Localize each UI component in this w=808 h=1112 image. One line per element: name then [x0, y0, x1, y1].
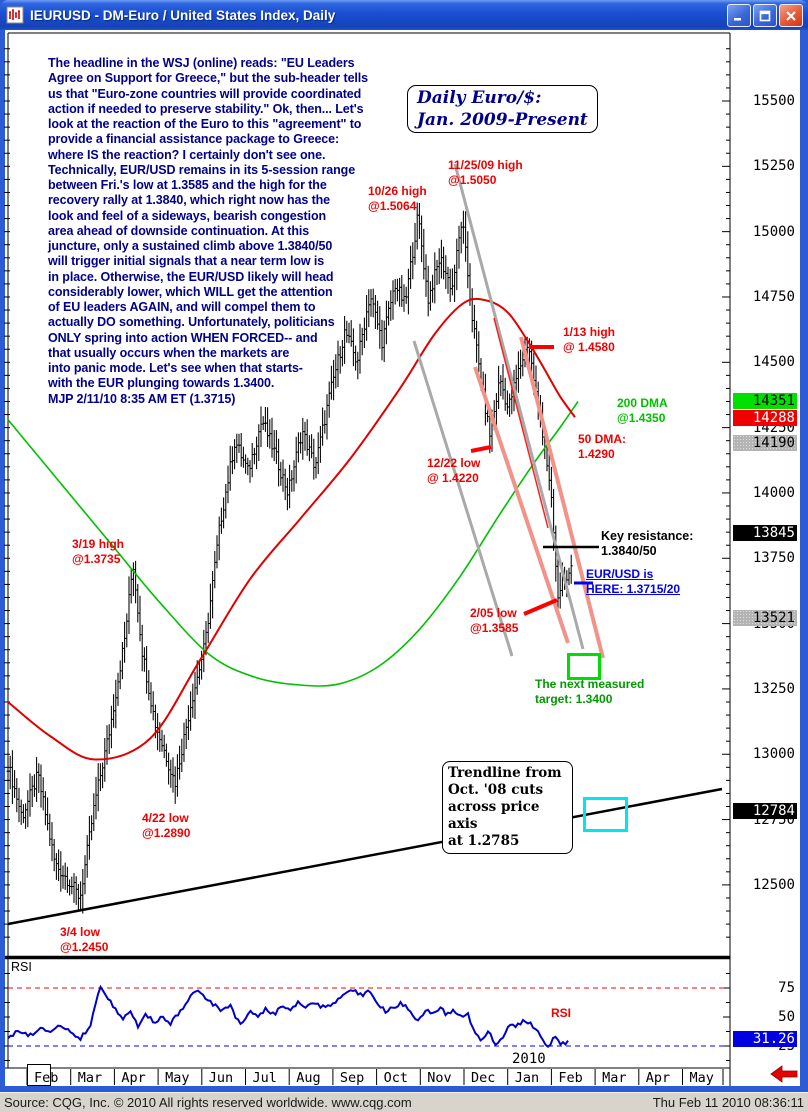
title-bar[interactable]: IEURUSD - DM-Euro / United States Index,…	[0, 0, 808, 30]
status-bar: Source: CQG, Inc. © 2010 All rights rese…	[0, 1092, 808, 1112]
scroll-left-arrow[interactable]	[770, 1064, 798, 1084]
app-icon	[6, 6, 24, 24]
window-title: IEURUSD - DM-Euro / United States Index,…	[30, 7, 336, 23]
maximize-icon	[759, 10, 771, 21]
status-source: Source: CQG, Inc. © 2010 All rights rese…	[4, 1095, 412, 1110]
scroll-left-arrow-icon	[770, 1065, 798, 1083]
chart-area[interactable]	[5, 30, 800, 1086]
close-button[interactable]	[779, 4, 803, 27]
minimize-icon	[734, 17, 741, 20]
maximize-button[interactable]	[753, 4, 777, 27]
minimize-button[interactable]	[727, 4, 751, 27]
status-datetime: Thu Feb 11 2010 08:36:11	[652, 1095, 804, 1110]
close-icon	[786, 10, 796, 21]
